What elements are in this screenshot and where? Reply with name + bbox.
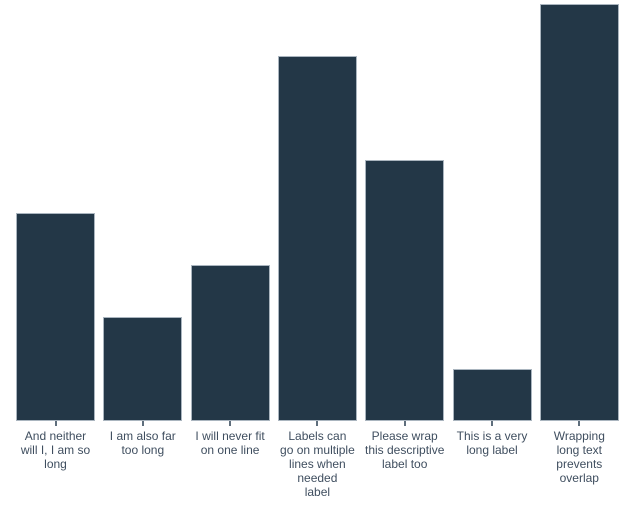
bar [539, 4, 619, 421]
bar [452, 368, 532, 421]
bar [190, 264, 270, 421]
x-category-label: Labels can go on multiple lines when nee… [280, 429, 355, 499]
x-axis-tick [578, 421, 581, 426]
bar [103, 316, 183, 421]
x-axis-tick [403, 421, 406, 426]
x-axis-tick [141, 421, 144, 426]
bar [277, 56, 357, 421]
x-category-label: And neither will I, I am so long [20, 429, 91, 471]
x-axis-tick [54, 421, 57, 426]
x-axis-tick [491, 421, 493, 426]
x-axis-tick [316, 421, 319, 426]
x-axis-tick [229, 421, 232, 426]
bar [16, 212, 95, 421]
x-category-label: I will never fit on one line [195, 429, 265, 457]
x-category-label: Please wrap this descriptive label too [365, 429, 445, 471]
x-category-label: I am also far too long [109, 429, 176, 457]
x-category-label: Wrapping long text prevents overlap [553, 429, 605, 485]
bar [365, 160, 445, 421]
x-category-label: This is a very long label [456, 429, 528, 457]
